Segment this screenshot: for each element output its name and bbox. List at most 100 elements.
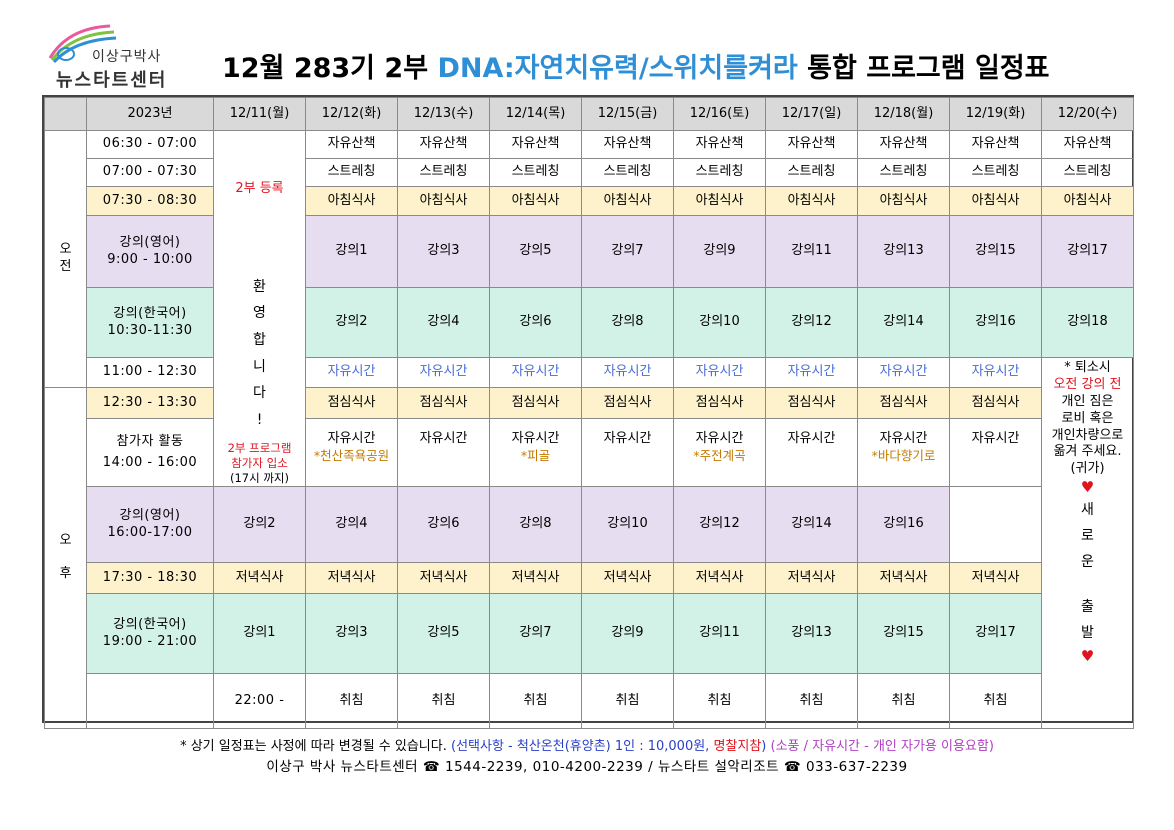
date-cell: 12/14(목) — [489, 97, 582, 131]
lecture-cell: 강의4 — [305, 486, 398, 564]
checkout-note: 옮겨 주세요. — [1053, 444, 1122, 460]
stretch-cell: 스트레칭 — [305, 158, 398, 187]
first-day-column: 2부 등록 환 영 합 니 다 ! 2부 프로그램 참가자 입소 (17시 까지… — [213, 129, 306, 488]
stretch-cell: 스트레칭 — [397, 158, 490, 187]
stretch-cell: 스트레칭 — [581, 158, 674, 187]
sleep-cell: 취침 — [305, 673, 398, 730]
free-time-cell: 자유시간 — [765, 357, 858, 388]
logo-text-top: 이상구박사 — [92, 49, 162, 65]
date-cell: 12/11(월) — [213, 97, 306, 131]
lecture-cell: 강의9 — [673, 215, 766, 288]
logo-text-bottom: 뉴스타트센터 — [56, 70, 168, 91]
time-cell: 22:00 - — [213, 673, 306, 730]
year-cell: 2023년 — [86, 97, 214, 131]
title-suffix: 통합 프로그램 일정표 — [797, 53, 1050, 84]
lecture-cell: 강의13 — [765, 593, 858, 675]
footer-contact: 이상구 박사 뉴스타트센터 ☎ 1544-2239, 010-4200-2239… — [266, 759, 908, 775]
dinner-cell: 저녁식사 — [581, 562, 674, 595]
breakfast-cell: 아침식사 — [673, 186, 766, 216]
table-row: 참가자 활동 14:00 - 16:00 자유시간 *천산족욕공원 자유시간 자유시… — [45, 418, 1134, 488]
breakfast-cell: 아침식사 — [1041, 186, 1134, 216]
time-cell: 12:30 - 13:30 — [86, 386, 214, 420]
walk-cell: 자유산책 — [397, 130, 490, 159]
date-cell: 12/16(토) — [673, 97, 766, 131]
activity-cell: 자유시간 — [765, 418, 858, 488]
table-row: 강의(영어) 16:00-17:00 강의2 강의4 강의6 강의8 강의10 강… — [45, 486, 1134, 564]
time-cell: 06:30 - 07:00 — [86, 130, 214, 159]
lecture-cell: 강의2 — [213, 486, 306, 564]
date-cell: 12/19(화) — [949, 97, 1042, 131]
lecture-cell: 강의6 — [397, 486, 490, 564]
lecture-cell: 강의10 — [673, 287, 766, 358]
walk-cell: 자유산책 — [857, 130, 950, 159]
lecture-cell: 강의14 — [765, 486, 858, 564]
walk-cell: 자유산책 — [305, 130, 398, 159]
table-row: 07:30 - 08:30 아침식사 아침식사 아침식사 아침식사 아침식사 아… — [45, 186, 1134, 216]
checkout-note: (귀가) — [1070, 461, 1105, 477]
lecture-cell: 강의14 — [857, 287, 950, 358]
lecture-cell: 강의1 — [305, 215, 398, 288]
date-cell: 12/15(금) — [581, 97, 674, 131]
free-time-cell: 자유시간 — [673, 357, 766, 388]
welcome-text: 환 영 합 니 다 ! — [253, 278, 266, 428]
free-time-cell: 자유시간 — [857, 357, 950, 388]
time-cell: 강의(한국어) 19:00 - 21:00 — [86, 593, 214, 675]
lunch-cell: 점심식사 — [581, 386, 674, 420]
activity-cell: 자유시간 *피골 — [489, 418, 582, 488]
table-row: 17:30 - 18:30 저녁식사 저녁식사 저녁식사 저녁식사 저녁식사 저… — [45, 562, 1134, 595]
table-row: 07:00 - 07:30 스트레칭 스트레칭 스트레칭 스트레칭 스트레칭 스… — [45, 158, 1134, 187]
dinner-cell: 저녁식사 — [213, 562, 306, 595]
table-row: 22:00 - 취침 취침 취침 취침 취침 취침 취침 취침 취침 — [45, 673, 1134, 730]
breakfast-cell: 아침식사 — [397, 186, 490, 216]
free-time-cell: 자유시간 — [397, 357, 490, 388]
footer-disclaimer: * 상기 일정표는 사정에 따라 변경될 수 있습니다. — [180, 739, 451, 754]
date-cell: 12/20(수) — [1041, 97, 1134, 131]
heart-icon: ♥ — [1080, 478, 1095, 497]
date-cell: 12/18(월) — [857, 97, 950, 131]
footer-option: (선택사항 - 척산온천(휴양촌) 1인 : 10,000원, — [451, 739, 714, 754]
lunch-cell: 점심식사 — [765, 386, 858, 420]
dinner-cell: 저녁식사 — [765, 562, 858, 595]
heart-icon: ♥ — [1080, 647, 1095, 666]
title-program: DNA:자연치유력/스위치를켜라 — [437, 53, 798, 84]
lecture-cell: 강의16 — [857, 486, 950, 564]
lecture-cell: 강의5 — [489, 215, 582, 288]
checkout-label: * 퇴소시 — [1064, 360, 1111, 375]
activity-cell: 자유시간 *천산족욕공원 — [305, 418, 398, 488]
date-cell: 12/13(수) — [397, 97, 490, 131]
lecture-cell: 강의15 — [949, 215, 1042, 288]
footer-picnic: (소풍 / 자유시간 - 개인 자가용 이용요함) — [766, 739, 994, 754]
walk-cell: 자유산책 — [1041, 130, 1134, 159]
dinner-cell: 저녁식사 — [673, 562, 766, 595]
lunch-cell: 점심식사 — [949, 386, 1042, 420]
lecture-cell: 강의7 — [581, 215, 674, 288]
sleep-cell: 취침 — [581, 673, 674, 730]
lecture-cell: 강의8 — [489, 486, 582, 564]
lecture-cell: 강의10 — [581, 486, 674, 564]
checkout-note: 로비 혹은 — [1061, 410, 1114, 426]
lecture-cell: 강의17 — [949, 593, 1042, 675]
lunch-cell: 점심식사 — [857, 386, 950, 420]
stretch-cell: 스트레칭 — [765, 158, 858, 187]
footer-nametag: 명찰지참 — [713, 739, 762, 754]
stretch-cell: 스트레칭 — [673, 158, 766, 187]
checkout-note: 개인 짐은 — [1061, 393, 1114, 409]
lecture-cell: 강의15 — [857, 593, 950, 675]
table-row: 강의(한국어) 10:30-11:30 강의2 강의4 강의6 강의8 강의10 … — [45, 287, 1134, 358]
stretch-cell: 스트레칭 — [1041, 158, 1134, 187]
corner-cell — [44, 97, 87, 131]
free-time-cell: 자유시간 — [489, 357, 582, 388]
activity-cell: 자유시간 — [949, 418, 1042, 488]
sleep-cell: 취침 — [673, 673, 766, 730]
time-cell: 참가자 활동 14:00 - 16:00 — [86, 418, 214, 488]
breakfast-cell: 아침식사 — [581, 186, 674, 216]
sleep-cell: 취침 — [397, 673, 490, 730]
lecture-cell: 강의2 — [305, 287, 398, 358]
walk-cell: 자유산책 — [581, 130, 674, 159]
lecture-cell: 강의11 — [673, 593, 766, 675]
entry-label: 2부 프로그램 — [227, 441, 292, 456]
lunch-cell: 점심식사 — [397, 386, 490, 420]
schedule-table: 2023년 12/11(월) 12/12(화) 12/13(수) 12/14(목… — [42, 95, 1134, 730]
